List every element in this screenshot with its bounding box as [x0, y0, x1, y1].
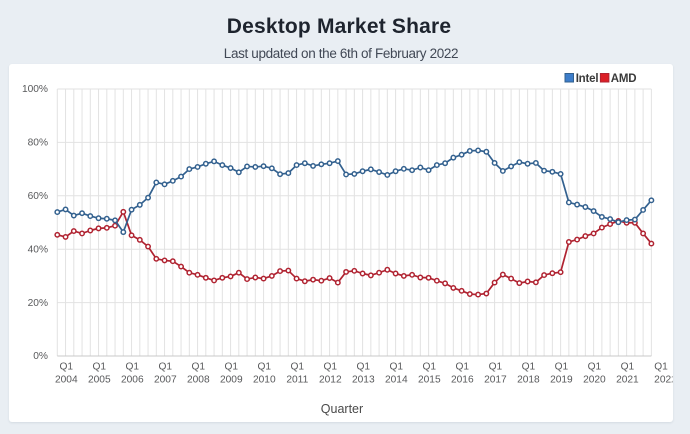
svg-text:2022: 2022 [654, 375, 673, 386]
svg-text:80%: 80% [28, 138, 48, 149]
svg-text:Q1: Q1 [555, 361, 569, 372]
svg-text:Q1: Q1 [93, 361, 107, 372]
svg-text:Quarter: Quarter [321, 402, 363, 416]
svg-text:Q1: Q1 [390, 361, 404, 372]
svg-text:Intel: Intel [576, 73, 599, 85]
svg-text:Q1: Q1 [621, 361, 635, 372]
svg-text:Q1: Q1 [126, 361, 140, 372]
svg-text:2013: 2013 [352, 375, 375, 386]
svg-text:2012: 2012 [319, 375, 342, 386]
svg-text:2020: 2020 [583, 375, 606, 386]
svg-text:2017: 2017 [484, 375, 507, 386]
svg-text:Q1: Q1 [588, 361, 602, 372]
svg-text:0%: 0% [33, 351, 48, 362]
svg-text:20%: 20% [28, 298, 48, 309]
svg-text:Q1: Q1 [291, 361, 305, 372]
svg-text:Q1: Q1 [324, 361, 338, 372]
svg-text:40%: 40% [28, 244, 48, 255]
svg-text:2005: 2005 [88, 375, 111, 386]
svg-text:Q1: Q1 [423, 361, 437, 372]
svg-text:100%: 100% [22, 84, 48, 95]
svg-text:2008: 2008 [187, 375, 210, 386]
svg-text:Q1: Q1 [654, 361, 668, 372]
svg-text:2019: 2019 [550, 375, 573, 386]
svg-text:Q1: Q1 [456, 361, 470, 372]
svg-text:2014: 2014 [385, 375, 408, 386]
svg-text:2004: 2004 [55, 375, 78, 386]
svg-text:AMD: AMD [611, 73, 637, 85]
svg-text:Q1: Q1 [522, 361, 536, 372]
svg-text:Q1: Q1 [258, 361, 272, 372]
svg-text:2015: 2015 [418, 375, 441, 386]
svg-text:2021: 2021 [616, 375, 639, 386]
svg-text:2009: 2009 [220, 375, 243, 386]
svg-text:Q1: Q1 [192, 361, 206, 372]
svg-text:2010: 2010 [253, 375, 276, 386]
svg-text:2018: 2018 [517, 375, 540, 386]
svg-text:2011: 2011 [286, 375, 308, 386]
svg-text:Q1: Q1 [159, 361, 173, 372]
svg-text:2006: 2006 [121, 375, 144, 386]
svg-text:Q1: Q1 [225, 361, 239, 372]
svg-text:2007: 2007 [154, 375, 177, 386]
svg-text:2016: 2016 [451, 375, 474, 386]
svg-text:Q1: Q1 [489, 361, 503, 372]
svg-text:60%: 60% [28, 191, 48, 202]
svg-text:Q1: Q1 [60, 361, 74, 372]
svg-text:Q1: Q1 [357, 361, 371, 372]
